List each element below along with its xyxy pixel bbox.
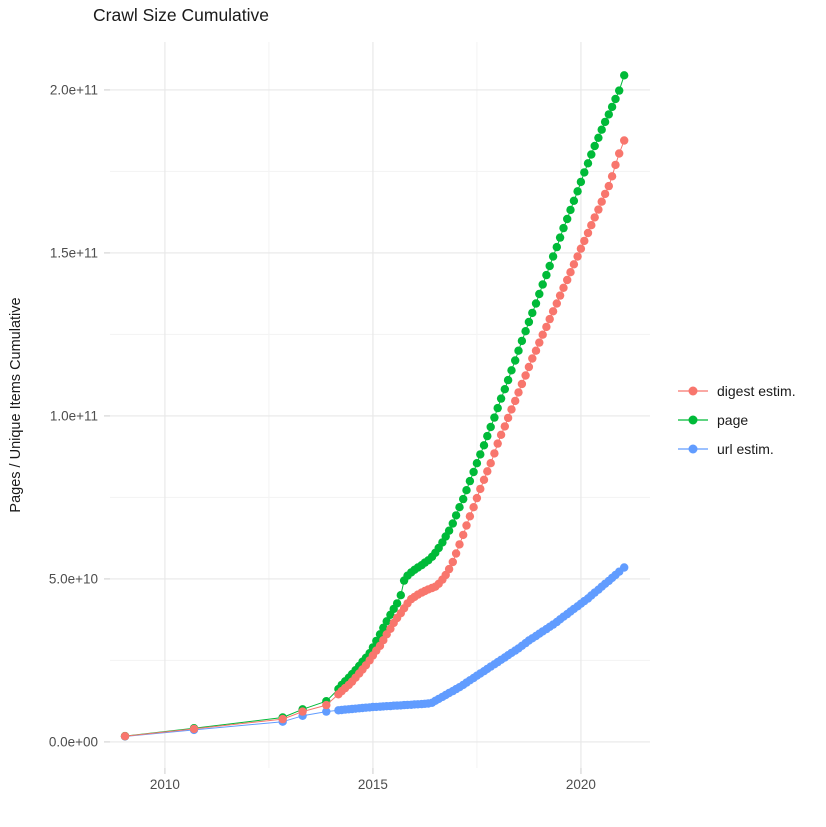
x-axis-tick-labels: 2010 2015 2020 — [150, 777, 596, 792]
svg-text:1.0e+11: 1.0e+11 — [50, 408, 98, 423]
grid-major — [110, 42, 650, 768]
svg-text:2020: 2020 — [566, 777, 596, 792]
grid-minor — [110, 42, 650, 768]
svg-text:0.0e+00: 0.0e+00 — [49, 734, 98, 749]
legend-key-page-icon — [678, 415, 708, 425]
legend-item-page: page — [676, 410, 796, 430]
legend-item-digest-estim: digest estim. — [676, 381, 796, 401]
svg-text:1.5e+11: 1.5e+11 — [50, 245, 98, 260]
series-page — [120, 71, 629, 741]
legend-label-url-estim: url estim. — [717, 441, 774, 457]
chart-title: Crawl Size Cumulative — [93, 5, 270, 25]
svg-text:2010: 2010 — [150, 777, 180, 792]
svg-text:2.0e+11: 2.0e+11 — [50, 82, 98, 97]
svg-text:2015: 2015 — [358, 777, 388, 792]
series-url-estim — [120, 563, 629, 741]
legend-item-url-estim: url estim. — [676, 439, 796, 459]
y-axis-tick-labels: 0.0e+00 5.0e+10 1.0e+11 1.5e+11 2.0e+11 — [49, 82, 98, 749]
legend-key-digest-estim-icon — [678, 386, 708, 396]
legend-label-page: page — [717, 412, 749, 428]
svg-text:5.0e+10: 5.0e+10 — [49, 571, 98, 586]
axis-ticks — [104, 89, 582, 774]
legend: digest estim. page url estim. — [676, 381, 796, 459]
legend-label-digest-estim: digest estim. — [717, 383, 796, 399]
series-digest-estim — [120, 136, 629, 741]
legend-key-url-estim-icon — [678, 444, 708, 454]
